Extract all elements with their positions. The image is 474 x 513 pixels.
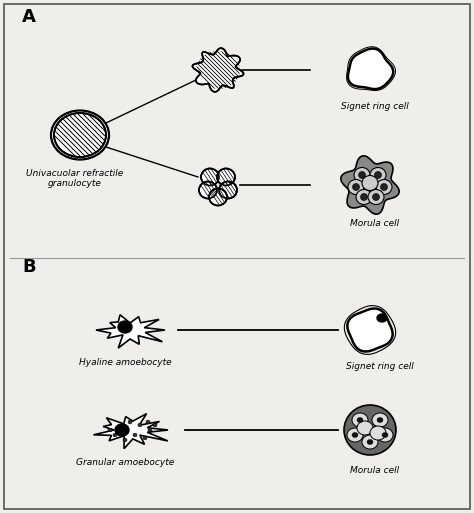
Ellipse shape (128, 420, 132, 424)
Ellipse shape (113, 433, 117, 437)
Ellipse shape (357, 418, 363, 423)
Ellipse shape (354, 168, 370, 183)
Ellipse shape (377, 418, 383, 423)
Ellipse shape (352, 413, 368, 427)
Ellipse shape (133, 433, 137, 437)
Text: Signet ring cell: Signet ring cell (341, 102, 409, 111)
Ellipse shape (356, 189, 372, 205)
Text: Univacuolar refractile
granulocyte: Univacuolar refractile granulocyte (27, 169, 124, 188)
Ellipse shape (353, 184, 359, 190)
Polygon shape (348, 49, 393, 89)
Ellipse shape (368, 189, 384, 205)
Ellipse shape (54, 113, 106, 157)
Text: B: B (22, 258, 36, 276)
Text: Morula cell: Morula cell (350, 466, 400, 475)
Ellipse shape (153, 423, 157, 427)
Ellipse shape (143, 436, 147, 440)
Ellipse shape (381, 184, 388, 190)
Text: Morula cell: Morula cell (350, 219, 400, 228)
Ellipse shape (51, 110, 109, 160)
Ellipse shape (377, 314, 387, 322)
Polygon shape (347, 308, 392, 351)
Ellipse shape (362, 175, 378, 190)
Polygon shape (96, 315, 165, 348)
Ellipse shape (108, 428, 112, 432)
Ellipse shape (382, 432, 388, 438)
Ellipse shape (347, 428, 363, 442)
Ellipse shape (217, 168, 235, 186)
Polygon shape (93, 413, 168, 449)
Ellipse shape (367, 440, 373, 444)
Ellipse shape (358, 171, 365, 179)
Text: Hyaline amoebocyte: Hyaline amoebocyte (79, 358, 171, 367)
Ellipse shape (148, 428, 152, 432)
Ellipse shape (374, 171, 382, 179)
Ellipse shape (361, 193, 367, 201)
Ellipse shape (201, 168, 219, 186)
Ellipse shape (373, 193, 380, 201)
Ellipse shape (370, 168, 386, 183)
Ellipse shape (199, 182, 217, 199)
Ellipse shape (352, 432, 358, 438)
Ellipse shape (209, 188, 227, 206)
Ellipse shape (123, 438, 127, 442)
Ellipse shape (118, 321, 132, 333)
Polygon shape (192, 48, 244, 92)
Ellipse shape (348, 180, 364, 194)
Text: Signet ring cell: Signet ring cell (346, 362, 414, 371)
Ellipse shape (146, 420, 150, 424)
Text: Granular amoebocyte: Granular amoebocyte (76, 458, 174, 467)
Polygon shape (341, 156, 399, 214)
Ellipse shape (138, 423, 142, 427)
Ellipse shape (115, 424, 129, 436)
Ellipse shape (372, 413, 388, 427)
Ellipse shape (344, 405, 396, 455)
Text: A: A (22, 8, 36, 26)
Ellipse shape (376, 180, 392, 194)
Ellipse shape (370, 426, 386, 440)
Ellipse shape (357, 421, 373, 435)
Ellipse shape (219, 182, 237, 199)
Ellipse shape (362, 435, 378, 449)
Ellipse shape (377, 428, 393, 442)
